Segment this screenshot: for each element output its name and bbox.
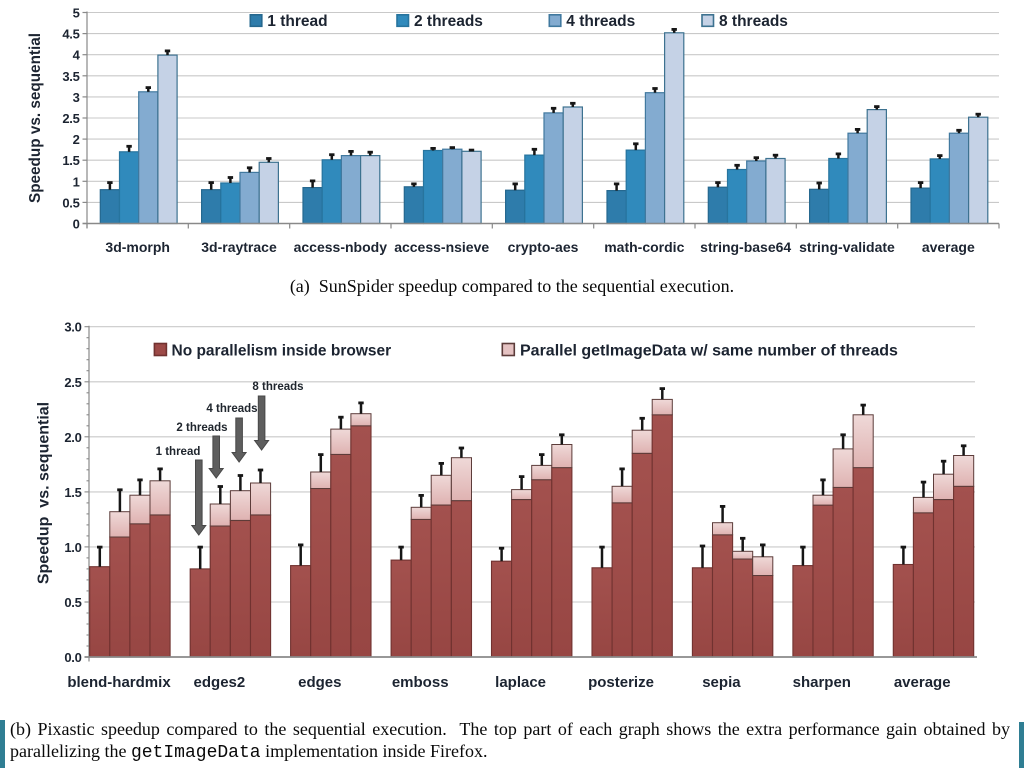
svg-text:3.5: 3.5 — [62, 69, 79, 84]
svg-text:2 threads: 2 threads — [176, 422, 227, 434]
svg-text:3d-raytrace: 3d-raytrace — [201, 239, 277, 255]
svg-text:2.5: 2.5 — [64, 375, 81, 390]
svg-text:1.5: 1.5 — [64, 485, 81, 500]
svg-text:Speedup vs. sequential: Speedup vs. sequential — [27, 33, 44, 203]
svg-text:posterize: posterize — [588, 674, 654, 691]
svg-text:4 threads: 4 threads — [206, 403, 257, 415]
svg-text:emboss: emboss — [392, 674, 449, 691]
svg-text:math-cordic: math-cordic — [604, 239, 684, 255]
svg-text:string-base64: string-base64 — [700, 239, 791, 255]
svg-text:2.5: 2.5 — [62, 111, 79, 126]
svg-text:1 thread: 1 thread — [156, 446, 201, 458]
svg-text:4: 4 — [73, 48, 81, 63]
svg-text:3d-morph: 3d-morph — [105, 239, 170, 255]
svg-text:average: average — [894, 674, 951, 691]
svg-text:2.0: 2.0 — [64, 430, 81, 445]
svg-text:4 threads: 4 threads — [566, 13, 635, 30]
svg-text:edges2: edges2 — [194, 674, 246, 691]
svg-text:0: 0 — [73, 217, 80, 232]
svg-text:access-nbody: access-nbody — [294, 239, 388, 255]
svg-text:1.0: 1.0 — [64, 540, 81, 555]
svg-text:1 thread: 1 thread — [267, 13, 327, 30]
svg-text:average: average — [922, 239, 975, 255]
svg-text:8 threads: 8 threads — [719, 13, 788, 30]
svg-text:sepia: sepia — [702, 674, 741, 691]
svg-text:2: 2 — [73, 132, 80, 147]
svg-text:4.5: 4.5 — [62, 27, 79, 42]
svg-text:1: 1 — [73, 174, 80, 189]
svg-text:2 threads: 2 threads — [414, 13, 483, 30]
svg-text:0.5: 0.5 — [62, 195, 79, 210]
svg-text:8 threads: 8 threads — [252, 381, 303, 393]
svg-text:laplace: laplace — [495, 674, 546, 691]
svg-text:edges: edges — [298, 674, 341, 691]
svg-text:0.5: 0.5 — [64, 595, 81, 610]
svg-text:Parallel getImageData w/ same: Parallel getImageData w/ same number of … — [520, 343, 898, 360]
svg-text:blend-hardmix: blend-hardmix — [67, 674, 171, 691]
svg-text:0.0: 0.0 — [64, 650, 81, 665]
svg-text:string-validate: string-validate — [799, 239, 895, 255]
svg-text:access-nsieve: access-nsieve — [394, 239, 489, 255]
svg-text:1.5: 1.5 — [62, 153, 79, 168]
svg-text:5: 5 — [73, 6, 80, 21]
svg-text:crypto-aes: crypto-aes — [508, 239, 579, 255]
svg-text:3: 3 — [73, 90, 80, 105]
svg-text:Speedup vs. sequential: Speedup vs. sequential — [36, 402, 53, 584]
svg-text:3.0: 3.0 — [64, 320, 81, 335]
svg-text:No parallelism inside browser: No parallelism inside browser — [172, 343, 392, 360]
svg-text:sharpen: sharpen — [793, 674, 851, 691]
